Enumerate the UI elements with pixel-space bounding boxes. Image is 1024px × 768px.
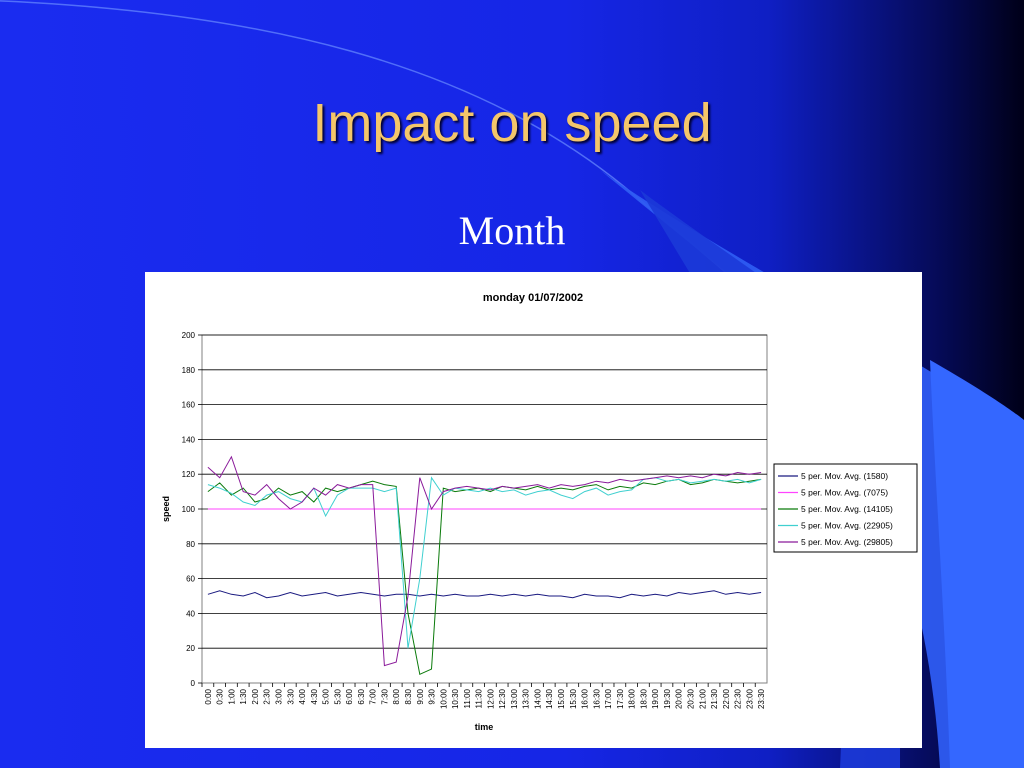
x-tick-label: 3:00 bbox=[275, 688, 284, 704]
x-tick-label: 4:30 bbox=[310, 688, 319, 704]
x-tick-label: 20:30 bbox=[686, 688, 695, 709]
x-tick-label: 16:00 bbox=[581, 688, 590, 709]
y-tick-label: 20 bbox=[186, 644, 195, 653]
x-axis-label: time bbox=[475, 722, 494, 732]
x-tick-label: 23:30 bbox=[757, 688, 766, 709]
x-tick-label: 13:30 bbox=[522, 688, 531, 709]
x-tick-label: 18:00 bbox=[628, 688, 637, 709]
legend: 5 per. Mov. Avg. (1580) 5 per. Mov. Avg. … bbox=[773, 463, 918, 553]
y-tick-label: 40 bbox=[186, 609, 195, 618]
y-tick-label: 140 bbox=[182, 435, 196, 444]
x-tick-label: 18:30 bbox=[639, 688, 648, 709]
x-tick-label: 5:30 bbox=[333, 688, 342, 704]
y-tick-label: 80 bbox=[186, 540, 195, 549]
x-tick-label: 15:00 bbox=[557, 688, 566, 709]
legend-box bbox=[773, 463, 918, 553]
x-tick-label: 20:00 bbox=[675, 688, 684, 709]
x-tick-label: 10:30 bbox=[451, 688, 460, 709]
y-axis-ticks: 0 20 40 60 80 100 120 140 160 180 200 bbox=[182, 331, 202, 688]
x-tick-label: 13:00 bbox=[510, 688, 519, 709]
slide-subtitle: Month bbox=[458, 208, 566, 253]
y-tick-label: 100 bbox=[182, 505, 196, 514]
legend-label: 5 per. Mov. Avg. (7075) bbox=[801, 488, 888, 498]
legend-label: 5 per. Mov. Avg. (1580) bbox=[801, 471, 888, 481]
x-tick-label: 22:30 bbox=[734, 688, 743, 709]
line-chart: monday 01/07/2002 0 20 40 60 80 100 120 140 160 1… bbox=[161, 292, 918, 732]
series-lines bbox=[207, 455, 762, 676]
x-tick-label: 12:30 bbox=[498, 688, 507, 709]
x-tick-label: 23:00 bbox=[745, 688, 754, 709]
x-tick-label: 14:30 bbox=[545, 688, 554, 709]
x-tick-label: 0:30 bbox=[216, 688, 225, 704]
legend-label: 5 per. Mov. Avg. (29805) bbox=[801, 537, 893, 547]
x-tick-label: 22:00 bbox=[722, 688, 731, 709]
y-tick-label: 160 bbox=[182, 401, 196, 410]
x-tick-label: 11:30 bbox=[475, 688, 484, 708]
x-tick-label: 17:30 bbox=[616, 688, 625, 709]
x-tick-label: 8:30 bbox=[404, 688, 413, 704]
series-line-4 bbox=[207, 455, 762, 667]
series-line-3 bbox=[207, 476, 762, 649]
x-tick-label: 1:30 bbox=[239, 688, 248, 704]
x-tick-label: 14:00 bbox=[533, 688, 542, 709]
x-tick-label: 3:30 bbox=[286, 688, 295, 704]
background-curve-right bbox=[930, 360, 1024, 768]
x-tick-label: 12:00 bbox=[486, 688, 495, 709]
x-tick-label: 11:00 bbox=[463, 688, 472, 708]
y-tick-label: 60 bbox=[186, 575, 195, 584]
x-tick-label: 0:00 bbox=[204, 688, 213, 704]
x-tick-label: 6:00 bbox=[345, 688, 354, 704]
x-tick-label: 4:00 bbox=[298, 688, 307, 704]
x-tick-label: 15:30 bbox=[569, 688, 578, 709]
x-tick-label: 21:00 bbox=[698, 688, 707, 709]
x-tick-label: 19:30 bbox=[663, 688, 672, 709]
legend-items: 5 per. Mov. Avg. (1580) 5 per. Mov. Avg. … bbox=[778, 471, 893, 547]
x-tick-label: 16:30 bbox=[592, 688, 601, 709]
x-tick-label: 2:00 bbox=[251, 688, 260, 704]
x-tick-label: 21:30 bbox=[710, 688, 719, 709]
x-tick-label: 2:30 bbox=[263, 688, 272, 704]
x-tick-label: 10:00 bbox=[439, 688, 448, 709]
x-tick-label: 6:30 bbox=[357, 688, 366, 704]
x-tick-label: 7:00 bbox=[369, 688, 378, 704]
chart-title: monday 01/07/2002 bbox=[483, 292, 583, 304]
legend-label: 5 per. Mov. Avg. (14105) bbox=[801, 504, 893, 514]
x-tick-label: 9:30 bbox=[428, 688, 437, 704]
y-tick-label: 0 bbox=[191, 679, 196, 688]
chart-panel: monday 01/07/2002 0 20 40 60 80 100 120 140 160 1… bbox=[145, 272, 922, 748]
y-tick-label: 200 bbox=[182, 331, 196, 340]
legend-label: 5 per. Mov. Avg. (22905) bbox=[801, 521, 893, 531]
x-tick-label: 19:00 bbox=[651, 688, 660, 709]
series-line-0 bbox=[207, 590, 762, 599]
y-tick-label: 180 bbox=[182, 366, 196, 375]
slide-title: Impact on speed bbox=[312, 93, 712, 153]
x-tick-label: 17:00 bbox=[604, 688, 613, 709]
x-tick-label: 9:00 bbox=[416, 688, 425, 704]
x-tick-label: 5:00 bbox=[322, 688, 331, 704]
x-tick-label: 1:00 bbox=[227, 688, 236, 704]
x-tick-label: 8:00 bbox=[392, 688, 401, 704]
y-tick-label: 120 bbox=[182, 470, 196, 479]
x-tick-label: 7:30 bbox=[380, 688, 389, 704]
x-axis-ticks: 0:00 0:30 1:00 1:30 2:00 2:30 3:00 3:30 4:00 4:30… bbox=[201, 683, 766, 709]
y-axis-label: speed bbox=[161, 496, 171, 522]
